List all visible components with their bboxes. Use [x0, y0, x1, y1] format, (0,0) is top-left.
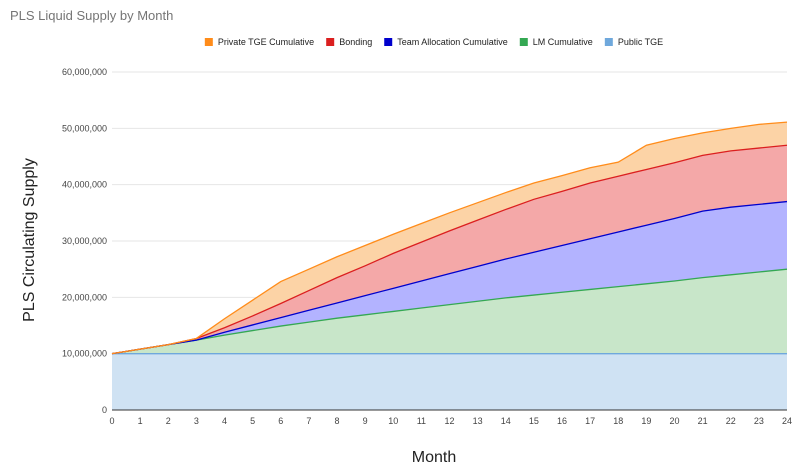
legend-swatch-bonding: [326, 38, 335, 46]
x-tick-label: 13: [473, 416, 483, 426]
series-lines: [111, 121, 788, 355]
y-tick-label: 0: [102, 405, 107, 415]
x-tick-label: 14: [501, 416, 511, 426]
x-tick-label: 19: [641, 416, 651, 426]
x-tick-label: 8: [334, 416, 339, 426]
x-tick-label: 11: [417, 416, 426, 426]
y-tick-label: 30,000,000: [62, 236, 107, 246]
x-tick-label: 21: [698, 416, 708, 426]
x-tick-label: 0: [109, 416, 114, 426]
y-tick-label: 50,000,000: [62, 123, 107, 133]
legend-label-bonding: Bonding: [339, 37, 372, 47]
legend-label-lm-cumulative: LM Cumulative: [533, 37, 593, 47]
x-tick-label: 4: [222, 416, 227, 426]
legend-label-private-tge-cumulative: Private TGE Cumulative: [218, 37, 314, 47]
line-lm-cumulative: [111, 268, 788, 355]
area-private-tge-cumulative: [112, 122, 787, 354]
line-private-tge-cumulative: [111, 121, 788, 355]
legend-swatch-public-tge: [604, 38, 613, 46]
y-tick-label: 40,000,000: [62, 180, 107, 190]
x-tick-label: 3: [194, 416, 199, 426]
y-tick-label: 10,000,000: [62, 349, 107, 359]
x-tick-label: 24: [782, 416, 792, 426]
legend-swatch-lm-cumulative: [519, 38, 528, 46]
line-bonding: [111, 144, 788, 355]
legend-swatch-private-tge-cumulative: [204, 38, 213, 46]
series-areas: [112, 122, 787, 410]
area-public-tge: [112, 353, 787, 410]
legend-label-team-allocation-cumulative: Team Allocation Cumulative: [397, 37, 508, 47]
x-tick-label: 7: [306, 416, 311, 426]
y-tick-label: 20,000,000: [62, 292, 107, 302]
x-tick-label: 18: [613, 416, 623, 426]
area-bonding: [112, 145, 787, 354]
x-tick-label: 6: [278, 416, 283, 426]
x-tick-label: 17: [585, 416, 595, 426]
x-axis-title: Month: [412, 449, 456, 466]
x-tick-label: 16: [557, 416, 567, 426]
legend: Private TGE Cumulative Bonding Team Alloca…: [204, 37, 663, 47]
x-tick-label: 9: [363, 416, 368, 426]
y-axis-ticks: 0 10,000,000 20,000,000 30,000,000 40,000,00…: [62, 67, 107, 415]
x-tick-label: 20: [669, 416, 679, 426]
x-tick-label: 15: [529, 416, 539, 426]
x-axis-ticks: 0 1 2 3 4 5 6 7 8 9 10 11 12 13 14 15 16 17 18 19 20 21 22 23 24: [109, 416, 792, 426]
area-team-allocation-cumulative: [112, 201, 787, 354]
legend-label-public-tge: Public TGE: [618, 37, 663, 47]
x-tick-label: 2: [166, 416, 171, 426]
x-tick-label: 22: [726, 416, 736, 426]
x-tick-label: 10: [388, 416, 398, 426]
x-tick-label: 12: [444, 416, 454, 426]
x-tick-label: 5: [250, 416, 255, 426]
x-tick-label: 1: [138, 416, 143, 426]
y-tick-label: 60,000,000: [62, 67, 107, 77]
legend-swatch-team-allocation-cumulative: [384, 38, 393, 46]
line-team-allocation-cumulative: [111, 200, 788, 355]
area-lm-cumulative: [112, 269, 787, 354]
chart-title: PLS Liquid Supply by Month: [10, 8, 173, 23]
y-axis-title: PLS Circulating Supply: [21, 158, 38, 322]
x-tick-label: 23: [754, 416, 764, 426]
